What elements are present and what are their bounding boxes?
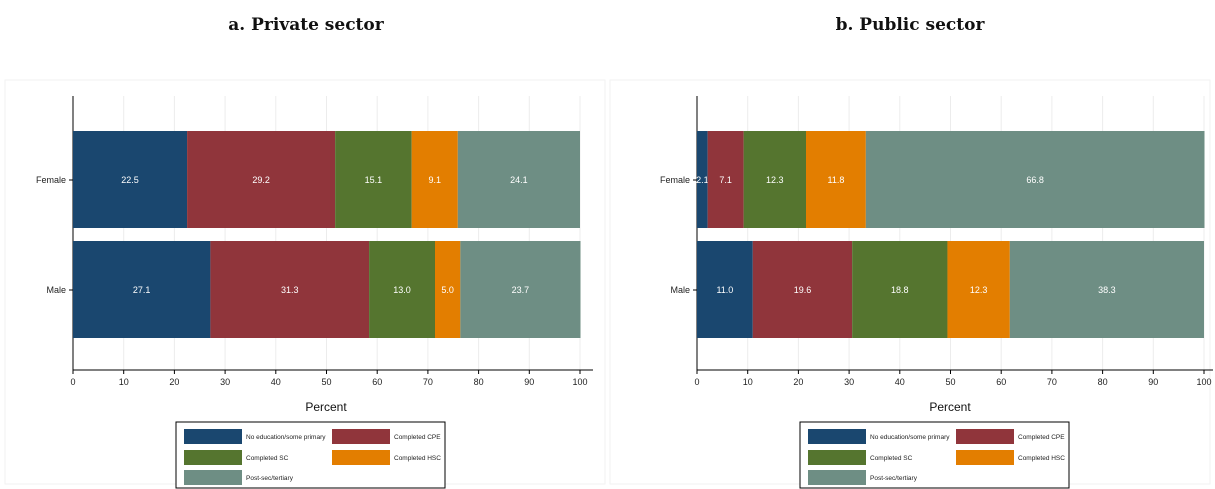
data-label: 23.7 [512,285,530,295]
data-label: 38.3 [1098,285,1116,295]
legend-label: Completed SC [246,455,289,462]
panel-title: a. Private sector [228,15,384,35]
x-axis-title: Percent [305,400,347,414]
data-label: 29.2 [252,175,270,185]
bar-segment [187,131,336,228]
legend-swatch [956,429,1014,444]
panel-title: b. Public sector [836,15,986,35]
category-label: Male [670,285,690,295]
x-tick-label: 100 [1196,377,1211,387]
legend-label: No education/some primary [870,434,950,441]
x-tick-label: 70 [1047,377,1057,387]
legend-label: Post-sec/tertiary [870,475,918,482]
bar-segment [865,131,1205,228]
data-label: 19.6 [794,285,812,295]
x-tick-label: 70 [423,377,433,387]
data-label: 66.8 [1026,175,1044,185]
x-tick-label: 60 [372,377,382,387]
bar-segment [852,241,948,338]
bar-segment [1009,241,1204,338]
bar-segment [697,131,708,228]
bar-segment [335,131,412,228]
panel-private-sector: a. Private sector Percent 0 10 20 30 40 50 60 7… [4,15,606,489]
bar-segment [460,241,581,338]
bar-segment [73,131,188,228]
data-label: 7.1 [719,175,732,185]
bar-segment [752,241,853,338]
x-tick-label: 20 [793,377,803,387]
data-label: 5.0 [441,285,454,295]
x-tick-label: 50 [945,377,955,387]
data-label: 12.3 [970,285,988,295]
legend-label: No education/some primary [246,434,326,441]
legend-label: Completed CPE [394,434,441,441]
x-tick-label: 30 [844,377,854,387]
bar-segment [457,131,580,228]
bar-segment [947,241,1010,338]
legend-swatch [184,470,242,485]
x-tick-label: 0 [694,377,699,387]
data-label: 11.0 [716,285,733,295]
bar-segment [73,241,211,338]
x-tick-label: 90 [1148,377,1158,387]
legend-swatch [184,429,242,444]
data-label: 24.1 [510,175,528,185]
category-label: Female [660,175,690,185]
bar-segment [210,241,370,338]
x-tick-label: 50 [321,377,331,387]
x-tick-label: 60 [996,377,1006,387]
category-label: Male [46,285,66,295]
bar-segment [806,131,866,228]
legend-swatch [332,429,390,444]
legend-label: Completed CPE [1018,434,1065,441]
data-label: 13.0 [393,285,411,295]
x-tick-label: 10 [119,377,129,387]
data-label: 22.5 [121,175,139,185]
legend-label: Completed SC [870,455,913,462]
data-label: 18.8 [891,285,909,295]
bar-segment [411,131,458,228]
bar-segment [707,131,744,228]
data-label: 15.1 [365,175,383,185]
x-tick-label: 30 [220,377,230,387]
x-tick-label: 10 [743,377,753,387]
legend-swatch [808,450,866,465]
x-axis-title: Percent [929,400,971,414]
legend-swatch [808,429,866,444]
bar-segment [434,241,461,338]
legend-label: Post-sec/tertiary [246,475,294,482]
legend-label: Completed HSC [1018,455,1065,462]
x-tick-label: 90 [524,377,534,387]
bar-segment [697,241,753,338]
data-label: 9.1 [428,175,441,185]
data-label: 12.3 [766,175,784,185]
data-label: 31.3 [281,285,299,295]
legend-swatch [184,450,242,465]
data-label: 27.1 [133,285,151,295]
legend-swatch [332,450,390,465]
legend-label: Completed HSC [394,455,441,462]
data-label: 2.1 [696,175,709,185]
category-label: Female [36,175,66,185]
x-tick-label: 40 [895,377,905,387]
data-label: 11.8 [827,175,844,185]
x-tick-label: 20 [169,377,179,387]
bar-segment [743,131,807,228]
x-tick-label: 40 [271,377,281,387]
legend-swatch [808,470,866,485]
panel-public-sector: b. Public sector Percent 0 10 20 30 40 50 60 70… [609,15,1213,489]
x-tick-label: 100 [572,377,587,387]
legend-swatch [956,450,1014,465]
x-tick-label: 0 [70,377,75,387]
x-tick-label: 80 [1098,377,1108,387]
x-tick-label: 80 [474,377,484,387]
bar-segment [369,241,435,338]
